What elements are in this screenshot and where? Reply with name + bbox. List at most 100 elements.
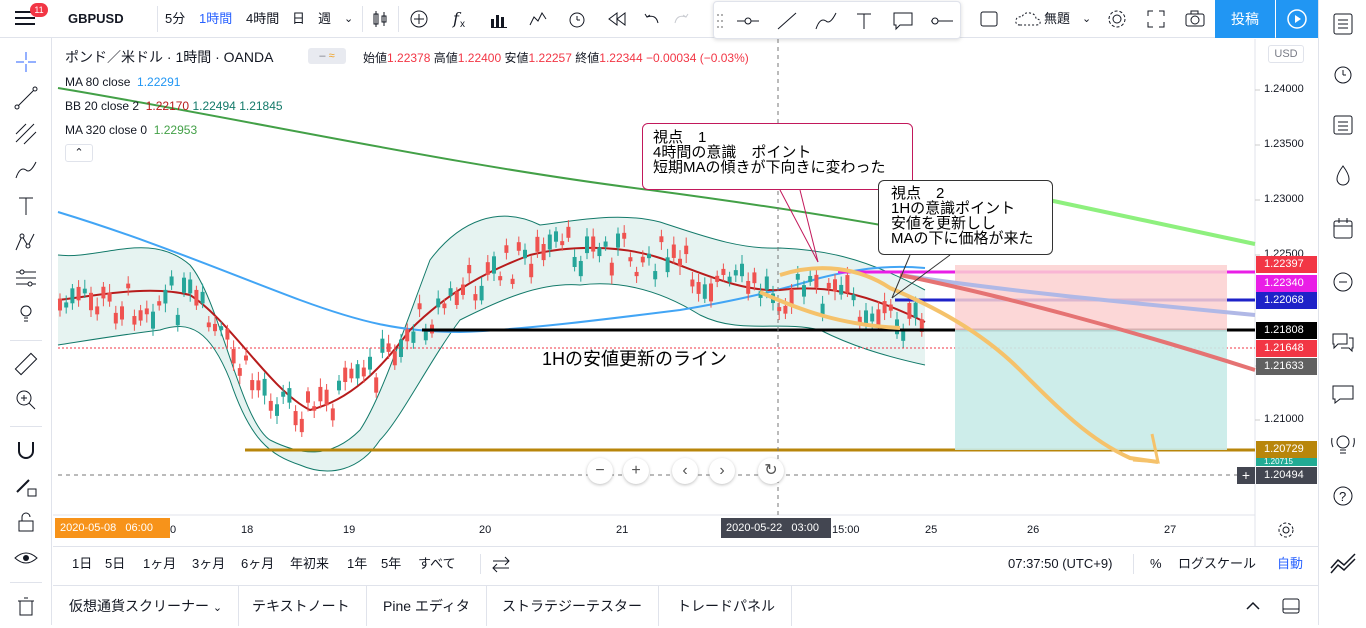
redo-icon[interactable] [671, 9, 691, 29]
idea-streams-bulb-icon[interactable] [1329, 430, 1357, 458]
play-button[interactable] [1276, 0, 1318, 38]
financials-icon[interactable] [489, 9, 509, 29]
collapse-legend-button[interactable]: ⌃ [65, 144, 93, 162]
candle-body [219, 326, 224, 331]
maximize-panel-icon[interactable] [1281, 597, 1301, 615]
settings-gear-icon[interactable] [1107, 9, 1127, 29]
expand-panel-icon[interactable] [1243, 598, 1263, 614]
magnet-icon[interactable] [12, 436, 40, 464]
pattern-icon[interactable] [12, 228, 40, 256]
chat-bubbles-icon[interactable] [1329, 328, 1357, 356]
ideas-icon[interactable] [1329, 268, 1357, 296]
indicator-bb20[interactable]: BB 20 close 2 1.22170 1.22494 1.21845 [65, 99, 283, 113]
range-3m[interactable]: 3ヶ月 [192, 556, 226, 571]
reset-chart-button[interactable]: ↻ [758, 458, 784, 484]
go-to-date-icon[interactable] [491, 555, 511, 573]
rectangle-icon[interactable] [979, 9, 999, 29]
zoom-in-button[interactable]: + [623, 458, 649, 484]
scroll-left-button[interactable]: ‹ [672, 458, 698, 484]
alarm-clock-icon[interactable] [1329, 60, 1357, 88]
symbol-search[interactable]: GBPUSD [68, 11, 124, 26]
callout-viewpoint-1[interactable]: 視点 1 4時間の意識 ポイント 短期MAの傾きが下向きに変わった [642, 123, 913, 190]
watchlist-icon[interactable] [1329, 10, 1357, 38]
interval-4h[interactable]: 4時間 [246, 11, 280, 26]
pitchfork-icon[interactable] [12, 120, 40, 148]
range-5y[interactable]: 5年 [381, 556, 402, 571]
text-tool-icon[interactable] [854, 11, 874, 31]
chart-trend-icon[interactable] [1329, 548, 1357, 576]
interval-week[interactable]: 週 [318, 11, 332, 26]
menu-icon[interactable] [15, 11, 35, 27]
templates-icon[interactable] [528, 9, 548, 29]
log-scale-toggle[interactable]: ログスケール [1178, 556, 1257, 571]
layout-name[interactable]: 無題 [1044, 11, 1071, 26]
candle-body [702, 284, 707, 299]
help-icon[interactable]: ? [1329, 482, 1357, 510]
lock-icon[interactable] [12, 508, 40, 536]
prediction-icon[interactable] [12, 264, 40, 292]
ruler-icon[interactable] [12, 350, 40, 378]
interval-dropdown-chevron-icon[interactable]: ⌄ [344, 13, 354, 25]
low-line-label[interactable]: 1Hの安値更新のライン [542, 349, 728, 369]
add-crosshair-button[interactable]: + [1237, 467, 1255, 484]
interval-5m[interactable]: 5分 [165, 11, 186, 26]
icons-bulb-icon[interactable] [12, 300, 40, 328]
symbol-title[interactable]: ポンド／米ドル · 1時間 · OANDA [65, 49, 274, 65]
undo-icon[interactable] [642, 9, 662, 29]
range-6m[interactable]: 6ヶ月 [241, 556, 275, 571]
cloud-icon[interactable] [1014, 9, 1044, 29]
tab-pine-editor[interactable]: Pine エディタ [367, 586, 487, 626]
range-1y[interactable]: 1年 [347, 556, 368, 571]
range-1m[interactable]: 1ヶ月 [143, 556, 177, 571]
post-button[interactable]: 投稿 [1215, 0, 1275, 38]
chat-icon[interactable] [1329, 380, 1357, 408]
ray-tool-icon[interactable] [930, 11, 954, 31]
interval-day[interactable]: 日 [292, 11, 306, 26]
crosshair-icon[interactable] [12, 48, 40, 76]
range-all[interactable]: すべて [418, 556, 456, 571]
text-icon[interactable] [12, 192, 40, 220]
compare-plus-icon[interactable] [409, 9, 429, 29]
range-1d[interactable]: 1日 [72, 556, 93, 571]
drag-handle-icon[interactable] [716, 12, 724, 30]
currency-label[interactable]: USD [1268, 45, 1304, 63]
scroll-right-button[interactable]: › [709, 458, 735, 484]
horizontal-line-tool-icon[interactable] [736, 11, 760, 31]
range-5d[interactable]: 5日 [105, 556, 126, 571]
clock-display[interactable]: 07:37:50 (UTC+9) [1008, 556, 1113, 571]
axis-settings-gear-icon[interactable] [1277, 521, 1295, 539]
layout-chevron-icon[interactable]: ⌄ [1082, 13, 1092, 25]
percent-toggle[interactable]: % [1150, 556, 1162, 571]
candle-type-icon[interactable] [370, 9, 390, 29]
brush-icon[interactable] [12, 156, 40, 184]
zoom-in-icon[interactable] [12, 386, 40, 414]
auto-scale-toggle[interactable]: 自動 [1277, 556, 1304, 571]
callout-tool-icon[interactable] [892, 11, 914, 31]
calendar-icon[interactable] [1329, 214, 1357, 242]
interval-1h[interactable]: 1時間 [199, 11, 233, 26]
lock-pencil-icon[interactable] [12, 472, 40, 500]
alert-clock-icon[interactable] [566, 8, 588, 30]
fullscreen-icon[interactable] [1146, 9, 1166, 29]
brush-tool-icon[interactable] [814, 11, 838, 31]
hotlist-flame-icon[interactable] [1329, 162, 1357, 190]
callout-viewpoint-2[interactable]: 視点 2 1Hの意識ポイント 安値を更新しし MAの下に価格が来た [878, 180, 1053, 255]
tab-text-notes[interactable]: テキストノート [236, 586, 367, 626]
eye-icon[interactable] [12, 544, 40, 572]
trash-icon[interactable] [12, 592, 40, 620]
tab-trade-panel[interactable]: トレードパネル [661, 586, 792, 626]
replay-icon[interactable] [607, 9, 627, 29]
legend-toggle[interactable]: – ≈ [308, 48, 346, 64]
trendline-icon[interactable] [12, 84, 40, 112]
range-ytd[interactable]: 年初来 [290, 556, 330, 571]
zoom-out-button[interactable]: − [587, 458, 613, 484]
trendline-tool-icon[interactable] [776, 11, 798, 31]
data-window-icon[interactable] [1329, 110, 1357, 138]
tab-crypto-screener[interactable]: 仮想通貨スクリーナー ⌄ [53, 586, 240, 626]
indicator-ma80[interactable]: MA 80 close 1.22291 [65, 75, 181, 89]
tab-strategy-tester[interactable]: ストラテジーテスター [486, 586, 659, 626]
camera-icon[interactable] [1184, 9, 1206, 29]
indicator-ma320[interactable]: MA 320 close 0 1.22953 [65, 123, 198, 137]
chart-canvas[interactable] [53, 39, 1318, 546]
